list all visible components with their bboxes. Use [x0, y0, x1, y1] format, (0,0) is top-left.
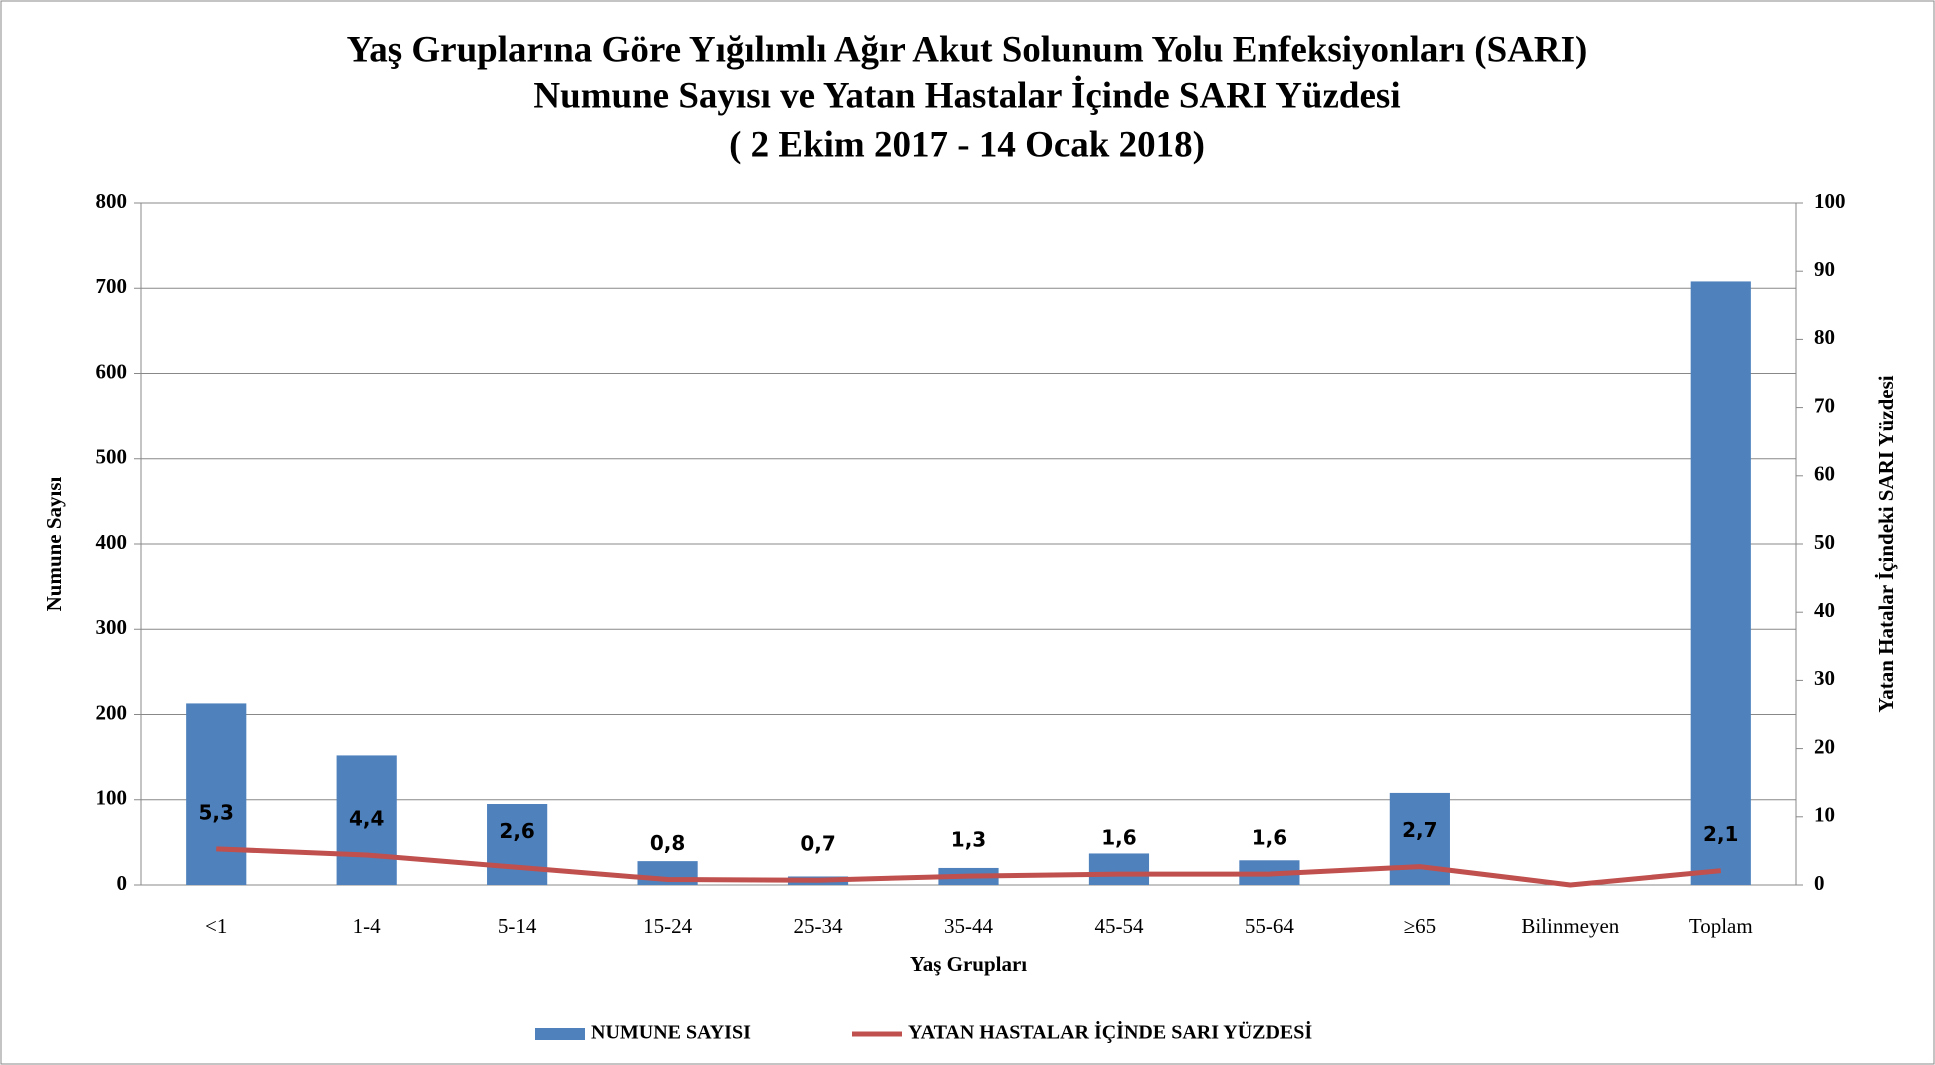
- chart-title: Numune Sayısı ve Yatan Hastalar İçinde S…: [533, 74, 1400, 116]
- x-tick-label: 55-64: [1245, 914, 1294, 938]
- data-label: 0,8: [650, 831, 685, 855]
- y2-tick-label: 100: [1814, 189, 1846, 213]
- y2-tick-label: 0: [1814, 871, 1825, 895]
- y-tick-label: 0: [117, 871, 128, 895]
- legend-label: YATAN HASTALAR İÇİNDE SARI YÜZDESİ: [908, 1020, 1312, 1044]
- x-tick-label: 35-44: [944, 914, 993, 938]
- chart-title: Yaş Gruplarına Göre Yığılımlı Ağır Akut …: [347, 29, 1588, 70]
- x-tick-label: Toplam: [1689, 914, 1753, 938]
- y2-tick-label: 20: [1814, 734, 1835, 758]
- data-label: 2,6: [499, 819, 534, 843]
- data-label: 1,6: [1101, 826, 1136, 850]
- x-axis-label: Yaş Grupları: [910, 952, 1027, 976]
- x-tick-label: 25-34: [794, 914, 843, 938]
- y-tick-label: 100: [96, 786, 128, 810]
- y2-tick-label: 40: [1814, 598, 1835, 622]
- x-tick-label: Bilinmeyen: [1521, 914, 1619, 938]
- y2-axis-label: Yatan Hatalar İçindeki SARI Yüzdesi: [1874, 375, 1898, 712]
- x-tick-label: 45-54: [1094, 914, 1143, 938]
- y-tick-label: 500: [96, 445, 128, 469]
- x-tick-label: 15-24: [643, 914, 692, 938]
- y-tick-label: 700: [96, 274, 128, 298]
- y-tick-label: 200: [96, 700, 128, 724]
- x-tick-label: 5-14: [498, 914, 537, 938]
- y2-tick-label: 50: [1814, 530, 1835, 554]
- bar: [1088, 853, 1150, 885]
- bar: [1690, 281, 1751, 885]
- data-label: 1,3: [951, 828, 986, 852]
- y2-tick-label: 70: [1814, 393, 1835, 417]
- y2-tick-label: 80: [1814, 325, 1835, 349]
- data-label: 0,7: [800, 832, 835, 856]
- data-label: 5,3: [199, 800, 234, 824]
- y2-tick-label: 10: [1814, 803, 1835, 827]
- data-label: 2,1: [1703, 822, 1738, 846]
- bar: [186, 703, 247, 885]
- y-tick-label: 800: [96, 189, 128, 213]
- legend-label: NUMUNE SAYISI: [591, 1022, 751, 1044]
- x-tick-label: ≥65: [1404, 914, 1437, 938]
- y2-tick-label: 30: [1814, 666, 1835, 690]
- x-tick-label: 1-4: [353, 914, 381, 938]
- bar: [336, 755, 397, 885]
- bar: [487, 804, 548, 885]
- x-tick-label: <1: [205, 914, 227, 938]
- y-axis-label: Numune Sayısı: [42, 476, 66, 611]
- legend-swatch: [535, 1028, 585, 1040]
- chart-title: ( 2 Ekim 2017 - 14 Ocak 2018): [729, 124, 1205, 165]
- y-tick-label: 600: [96, 359, 128, 383]
- data-label: 1,6: [1252, 826, 1287, 850]
- line: [216, 846, 1722, 888]
- y2-tick-label: 90: [1814, 257, 1835, 281]
- y-tick-label: 300: [96, 615, 128, 639]
- y2-tick-label: 60: [1814, 462, 1835, 486]
- data-label: 2,7: [1402, 818, 1437, 842]
- y-tick-label: 400: [96, 530, 128, 554]
- data-label: 4,4: [349, 806, 384, 830]
